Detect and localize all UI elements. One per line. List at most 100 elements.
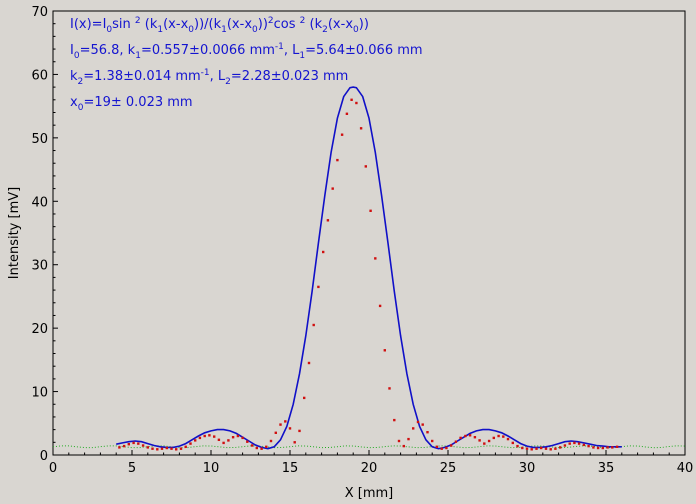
measured-point [615,445,619,448]
data-marks [52,86,686,451]
annotation-segment: =56.8, k [80,43,136,58]
annotation-segment: 0 [188,25,194,35]
annotation-segment: 2 [300,16,306,26]
measured-point [473,436,477,439]
measured-point [194,439,197,442]
measured-point [307,361,311,365]
measured-point [540,446,543,450]
annotation-segment: =0.557±0.0066 mm [141,43,275,58]
measured-point [464,434,467,438]
y-axis-title: Intensity [mV] [7,187,22,279]
measured-point [554,447,557,450]
measured-point [521,446,524,450]
annotation-segment: (k [305,17,322,32]
measured-point [118,446,121,449]
measured-point [303,396,306,400]
annotation-segment: =19± 0.023 mm [83,95,192,110]
annotation-segment: 0 [353,25,359,35]
measured-point [288,427,292,430]
measured-point [563,444,567,447]
fit-annotations: I(x)=I0sin 2 (k1(x-x0))/(k1(x-x0))2cos 2… [70,16,423,113]
measured-point [160,447,164,450]
measured-point [227,439,230,442]
measured-point [511,441,514,445]
annotation-segment: (x-x [227,17,252,32]
measured-point [340,133,344,136]
measured-point [293,441,296,444]
measured-point [412,427,415,430]
x-tick-label: 10 [203,461,220,476]
measured-point [208,434,211,437]
x-tick-label: 0 [49,461,57,476]
measured-point [137,442,140,445]
measured-point [435,445,439,448]
measured-point [255,446,258,450]
measured-point [544,447,548,450]
measured-point [250,444,254,447]
measured-point [592,446,595,449]
measured-point [222,441,225,445]
annotation-segment: 0 [74,51,80,61]
plot-area [52,10,686,456]
measured-point [374,257,377,260]
measured-point [454,440,458,443]
measured-point [265,445,268,448]
annotation-segment: )) [258,17,268,32]
measured-point [478,439,481,442]
measured-point [559,446,562,449]
x-tick-label: 20 [361,461,378,476]
measured-point [203,434,206,438]
y-tick-label: 40 [31,195,48,210]
annotation-segment: 2 [268,16,274,26]
annotation-segment: 2 [322,25,328,35]
annotation-segment: (k [141,17,158,32]
annotation-segment: 1 [135,51,141,61]
measured-point [260,447,263,450]
measured-point [165,446,168,450]
y-tick-label: 20 [31,322,48,337]
measured-point [146,446,149,449]
measured-point [506,437,510,441]
annotation-segment: , L [210,69,226,84]
measured-point [345,112,349,115]
measured-point [350,98,353,101]
annotation-segment: 2 [225,77,231,87]
measured-point [156,448,159,451]
measured-point [450,444,453,447]
fit-annotation-line: k2=1.38±0.014 mm-1, L2=2.28±0.023 mm [70,68,348,87]
x-tick-label: 5 [128,461,136,476]
measured-point [141,444,145,447]
measured-point [132,441,135,445]
measured-point [284,420,287,423]
measured-point [317,285,320,289]
annotation-segment: sin [112,17,135,32]
measured-point [492,436,495,440]
annotation-segment: 0 [106,25,112,35]
fit-annotation-line: I(x)=I0sin 2 (k1(x-x0))/(k1(x-x0))2cos 2… [70,16,369,35]
measured-point [383,349,386,352]
measured-point [606,446,609,449]
x-tick-label: 40 [677,461,694,476]
measured-point [596,446,600,450]
measured-point [388,387,391,390]
measured-point [421,423,424,426]
measured-point [440,447,443,450]
measured-point [416,420,420,424]
measured-point [407,437,410,441]
measured-point [359,127,363,130]
y-tick-label: 10 [31,386,48,401]
y-tick-label: 50 [31,132,48,147]
fit-curve [116,86,622,450]
y-tick-label: 0 [40,449,48,464]
measured-point [364,165,367,168]
measured-point [127,443,130,446]
measured-point [189,442,192,445]
annotation-segment: =5.64±0.066 mm [305,43,422,58]
measured-point [217,438,221,441]
measured-point [530,448,533,451]
measured-point [611,446,614,449]
measured-point [369,209,372,212]
measured-point [497,434,500,438]
annotation-segment: 1 [157,25,163,35]
